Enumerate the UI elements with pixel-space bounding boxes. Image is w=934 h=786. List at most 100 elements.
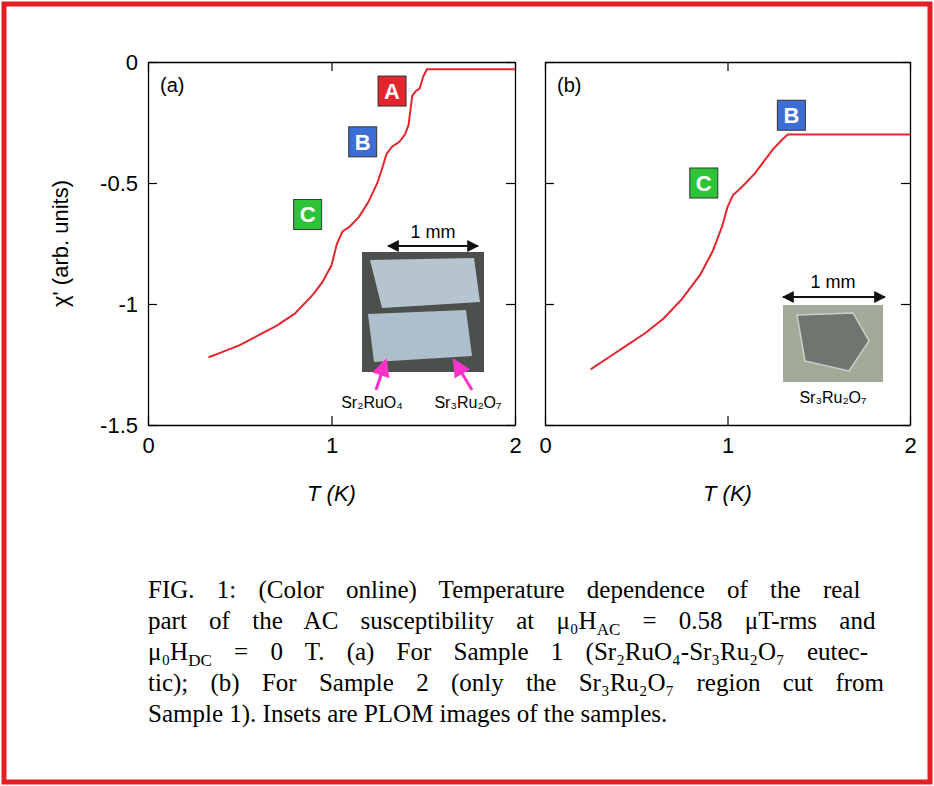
x-axis-title: T (K) [307, 481, 356, 506]
x-axis-line [546, 425, 911, 426]
y-right-tick [506, 183, 515, 184]
caption-subscript: DC [188, 651, 212, 670]
inset-pointer [376, 360, 386, 390]
x-tick-label: 1 [326, 433, 338, 458]
y-right-tick-mark [506, 425, 515, 426]
y-right-axis [901, 63, 911, 426]
y-right-tick [506, 62, 515, 63]
x-axis-line [149, 425, 516, 426]
scale-label: 1 mm [411, 222, 456, 242]
x-tick-label: 2 [904, 433, 916, 458]
y-right-tick-mark [901, 183, 910, 184]
caption-subscript: AC [597, 620, 621, 639]
y-tick-label: -1.5 [100, 413, 138, 438]
scale-bar [783, 296, 885, 298]
x-top-tick-mark [727, 62, 728, 71]
caption-text: part of the AC susceptibility at μ₀H [148, 607, 597, 634]
x-axis-title: T (K) [703, 481, 752, 506]
x-top-tick-mark [331, 62, 332, 71]
inset-label: Sr₃Ru₂O₇ [434, 394, 501, 411]
y-tick [545, 62, 554, 63]
panel-label: (b) [557, 74, 581, 96]
y-right-tick [901, 183, 910, 184]
annotation-label: C [696, 171, 712, 196]
annotation-label: A [384, 79, 400, 104]
y-tick: -1.5 [100, 413, 157, 438]
x-tick-label: 2 [509, 433, 521, 458]
caption-line: part of the AC susceptibility at μ₀HAC =… [148, 607, 876, 639]
y-right-axis [506, 63, 516, 426]
caption-text: μ₀H [148, 638, 188, 665]
y-tick-label: 0 [126, 50, 138, 75]
inset-photo [362, 252, 484, 372]
x-tick-mark [727, 416, 728, 425]
y-tick-mark [148, 183, 157, 184]
inset-crystal [797, 313, 869, 371]
caption-text: = 0.58 μT-rms and [620, 607, 876, 634]
y-tick-mark [545, 425, 554, 426]
y-right-tick-mark [901, 62, 910, 63]
y-right-tick [901, 62, 910, 63]
annotation: C [294, 199, 322, 229]
annotation: A [378, 76, 406, 106]
scale-label: 1 mm [811, 272, 856, 292]
annotation-box [294, 199, 322, 229]
annotation-label: B [783, 103, 799, 128]
frame-border [4, 4, 930, 782]
x-top-tick [728, 62, 729, 71]
y-right-tick-mark [901, 304, 910, 305]
figure: 0120-0.5-1-1.5(a)T (K)χ' (arb. units)ABC… [0, 0, 934, 786]
caption-line: μ₀HDC = 0 T. (a) For Sample 1 (Sr₂RuO₄-S… [148, 638, 868, 670]
inset: 1 mm Sr₃Ru₂O₇ [783, 272, 885, 406]
x-tick-mark [331, 416, 332, 425]
panel-1: 0 1 2 (b) T (K) B C 1 mm Sr₃Ru₂O₇ [539, 62, 916, 506]
inset-pointer [454, 360, 472, 390]
inset-photo [783, 305, 883, 382]
annotation-label: B [355, 130, 371, 155]
inset-crystal [370, 258, 480, 308]
annotation-box [777, 100, 805, 130]
scale-bar [388, 245, 478, 247]
y-right-axis-line [515, 63, 516, 426]
inset: 1 mm Sr₂RuO₄ Sr₃Ru₂O₇ [341, 222, 501, 411]
y-tick [545, 304, 554, 305]
y-right-tick [901, 425, 910, 426]
y-tick: -0.5 [100, 171, 157, 196]
annotation-box [690, 168, 718, 198]
annotation-label: C [300, 202, 316, 227]
annotation: B [777, 100, 805, 130]
x-tick-label: 1 [722, 433, 734, 458]
x-top-tick [332, 62, 333, 71]
caption-line: FIG. 1: (Color online) Temperature depen… [148, 576, 860, 604]
y-tick-mark [148, 62, 157, 63]
x-tick-label: 0 [539, 433, 551, 458]
x-axis: 0 1 2 [142, 416, 521, 458]
y-right-tick [506, 425, 515, 426]
annotation: B [349, 127, 377, 157]
annotation: C [690, 168, 718, 198]
inset-label: Sr₂RuO₄ [341, 394, 403, 411]
x-top-axis [546, 62, 911, 71]
x-axis: 0 1 2 [539, 416, 916, 458]
y-right-tick-mark [506, 183, 515, 184]
background [0, 0, 934, 786]
y-axis-line [545, 63, 546, 426]
y-tick: -1 [118, 292, 157, 317]
caption-text: = 0 T. (a) For Sample 1 (Sr₂RuO₄-Sr₃Ru₂O… [212, 638, 868, 666]
y-tick [545, 425, 554, 426]
y-right-tick-mark [506, 62, 515, 63]
caption-line: Sample 1). Insets are PLOM images of the… [148, 700, 667, 728]
inset-label: Sr₃Ru₂O₇ [799, 389, 866, 406]
y-tick-mark [148, 304, 157, 305]
x-tick: 1 [722, 416, 734, 458]
caption: FIG. 1: (Color online) Temperature depen… [148, 576, 885, 728]
x-tick-label: 0 [142, 433, 154, 458]
panel-0: 0120-0.5-1-1.5(a)T (K)χ' (arb. units)ABC… [48, 50, 522, 506]
y-tick-label: -0.5 [100, 171, 138, 196]
y-axis-title: χ' (arb. units) [48, 180, 73, 307]
y-tick-mark [545, 183, 554, 184]
y-right-tick [901, 304, 910, 305]
y-right-axis-line [910, 63, 911, 426]
annotation-box [378, 76, 406, 106]
y-axis: 0 -0.5 -1 -1.5 [100, 50, 157, 438]
